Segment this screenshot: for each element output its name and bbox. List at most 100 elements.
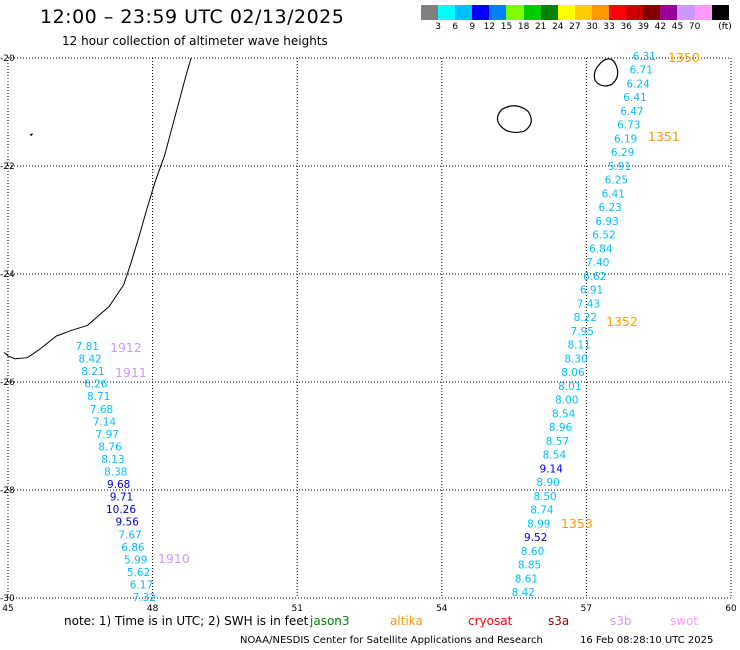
swh-value-label: 8.00 <box>555 395 578 407</box>
swh-value-label: 7.95 <box>571 326 594 338</box>
swh-value-label: 9.71 <box>110 492 133 504</box>
reunion-island <box>496 105 532 134</box>
swh-value-label: 6.23 <box>598 202 621 214</box>
y-tick-label: -26 <box>0 378 15 388</box>
swh-value-label: 6.91 <box>580 285 603 297</box>
swh-value-label: 5.91 <box>608 161 631 173</box>
swh-value-label: 8.85 <box>518 560 541 572</box>
mauritius-island <box>593 58 619 87</box>
swh-value-label: 8.42 <box>78 354 101 366</box>
y-tick-label: -22 <box>0 162 15 172</box>
swh-value-label: 6.73 <box>617 120 640 132</box>
legend-swatch <box>557 5 575 20</box>
y-tick-label: -30 <box>0 594 15 604</box>
madagascar-coastline <box>3 57 192 360</box>
source-credit: NOAA/NESDIS Center for Satellite Applica… <box>240 635 543 646</box>
x-tick-label: 45 <box>2 604 13 614</box>
swh-value-label: 8.06 <box>561 367 585 379</box>
legend-label: 12 <box>483 22 496 32</box>
swh-value-label: 8.38 <box>104 467 127 479</box>
legend-swatch <box>472 5 490 20</box>
swh-value-label: 6.86 <box>121 542 145 554</box>
satellite-name-s3a: s3a <box>548 614 570 628</box>
legend-label: 9 <box>469 22 476 32</box>
pass-id-label: 1351 <box>648 129 680 144</box>
swh-value-label: 5.62 <box>127 567 150 579</box>
satellite-name-jason3: jason3 <box>310 614 350 628</box>
swh-value-label: 8.13 <box>101 454 124 466</box>
legend-swatch <box>711 5 729 20</box>
legend-swatch <box>523 5 541 20</box>
swh-value-label: 8.22 <box>574 312 597 324</box>
satellite-name-altika: altika <box>390 614 423 628</box>
x-tick-label: 48 <box>147 604 159 614</box>
swh-value-label: 8.11 <box>567 340 590 352</box>
legend-swatch <box>438 5 456 20</box>
x-tick-label: 54 <box>436 604 448 614</box>
islet <box>29 133 34 137</box>
pass-id-label: 1912 <box>110 340 142 355</box>
swh-value-label: 9.56 <box>116 517 140 529</box>
swh-value-label: 7.40 <box>586 257 609 269</box>
swh-value-label: 6.24 <box>626 78 650 90</box>
legend-label: 45 <box>671 22 684 32</box>
legend-label: 70 <box>688 22 701 32</box>
swh-value-label: 9.52 <box>524 532 547 544</box>
swh-value-label: 7.97 <box>96 429 119 441</box>
legend-swatch <box>660 5 678 20</box>
swh-value-label: 6.26 <box>84 379 108 391</box>
swh-value-label: 6.25 <box>605 175 628 187</box>
y-tick-label: -28 <box>0 486 15 496</box>
x-tick-label: 51 <box>291 604 302 614</box>
swh-value-label: 7.32 <box>133 592 156 604</box>
swh-value-label: 6.19 <box>614 133 637 145</box>
swh-value-label: 7.81 <box>76 341 99 353</box>
y-tick-label: -24 <box>0 270 15 280</box>
map-frame <box>7 57 732 599</box>
satellite-name-cryosat: cryosat <box>468 614 513 628</box>
legend-label: 30 <box>586 22 598 32</box>
swh-value-label: 9.14 <box>540 463 564 475</box>
swh-value-label: 6.62 <box>583 271 606 283</box>
swh-value-label: 10.26 <box>106 504 136 516</box>
swh-value-label: 7.68 <box>90 404 113 416</box>
legend-swatch <box>455 5 473 20</box>
swh-value-label: 7.67 <box>118 529 141 541</box>
swh-value-label: 8.54 <box>552 408 576 420</box>
swh-value-label: 8.61 <box>515 573 538 585</box>
color-legend <box>421 5 729 21</box>
swh-value-label: 6.93 <box>595 216 618 228</box>
legend-label: 42 <box>654 22 667 32</box>
swh-value-label: 8.50 <box>533 491 556 503</box>
swh-value-label: 8.74 <box>530 505 554 517</box>
legend-swatch <box>694 5 712 20</box>
legend-label: 36 <box>620 22 632 32</box>
legend-swatch <box>609 5 627 20</box>
pass-id-label: 1352 <box>606 314 638 329</box>
swh-value-label: 8.57 <box>546 436 569 448</box>
satellite-name-swot: swot <box>670 614 699 628</box>
legend-label: 3 <box>435 22 441 32</box>
legend-label: 15 <box>500 22 513 32</box>
legend-unit: (ft) <box>718 22 732 32</box>
legend-label: 6 <box>452 22 459 32</box>
legend-swatch <box>591 5 610 20</box>
swh-value-label: 6.41 <box>602 188 625 200</box>
legend-label: 21 <box>534 22 547 32</box>
y-tick-label: -20 <box>0 54 15 64</box>
page-subtitle: 12 hour collection of altimeter wave hei… <box>62 34 328 48</box>
swh-value-label: 5.99 <box>124 554 147 566</box>
swh-value-label: 8.01 <box>558 381 581 393</box>
pass-id-label: 1910 <box>158 551 190 566</box>
generated-timestamp: 16 Feb 08:28:10 UTC 2025 <box>580 635 714 646</box>
swh-value-label: 6.47 <box>620 106 643 118</box>
satellite-name-s3b: s3b <box>610 614 632 628</box>
x-tick-label: 60 <box>725 604 737 614</box>
legend-label: 24 <box>552 22 564 32</box>
swh-value-label: 8.42 <box>512 587 535 599</box>
swh-value-label: 6.84 <box>589 243 613 255</box>
legend-label: 27 <box>569 22 581 32</box>
legend-swatch <box>574 5 592 20</box>
swh-value-label: 8.99 <box>527 518 550 530</box>
